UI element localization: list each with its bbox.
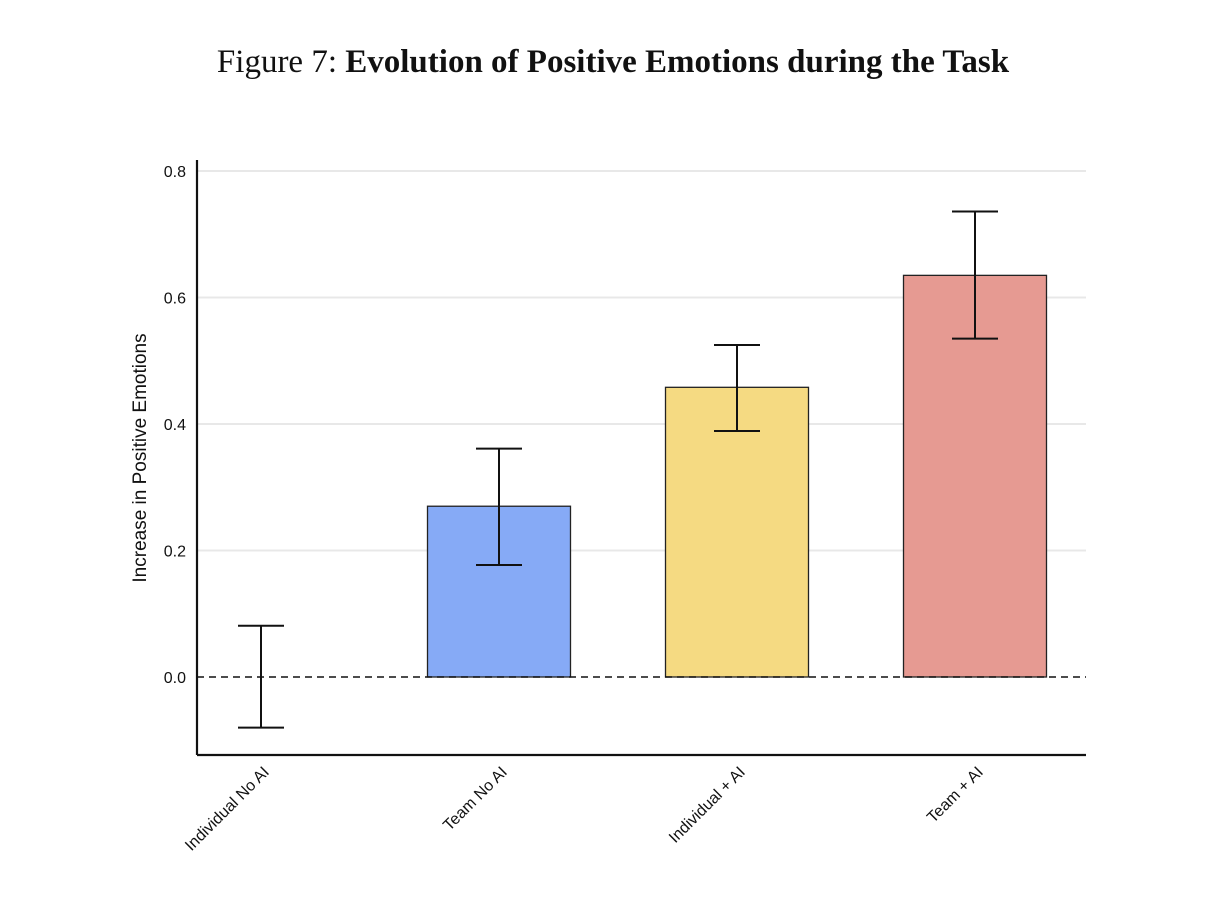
- y-tick-label: 0.2: [164, 544, 186, 561]
- error-bars: [238, 210, 998, 729]
- x-category-label: Individual + AI: [666, 764, 749, 847]
- bar: [902, 274, 1048, 678]
- x-category-label: Team + AI: [924, 764, 987, 827]
- y-tick-label: 0.4: [164, 417, 186, 434]
- y-axis-label: Increase in Positive Emotions: [130, 333, 151, 582]
- x-category-labels: Individual No AI Team No AI Individual + A…: [182, 764, 987, 855]
- bar: [664, 386, 810, 678]
- y-tick-label: 0.8: [164, 164, 186, 181]
- figure-title-text: Evolution of Positive Emotions during th…: [345, 44, 1010, 80]
- x-category-label: Individual No AI: [182, 764, 273, 855]
- y-tick-labels: 0.0 0.2 0.4 0.6 0.8: [164, 164, 186, 687]
- x-category-label: Team No AI: [440, 764, 511, 835]
- bars: [426, 274, 1048, 678]
- y-tick-label: 0.0: [164, 670, 186, 687]
- y-tick-label: 0.6: [164, 291, 186, 308]
- figure-title: Figure 7: Evolution of Positive Emotions…: [0, 44, 1226, 81]
- axes: [195, 160, 1086, 757]
- figure-number: Figure 7:: [216, 44, 346, 80]
